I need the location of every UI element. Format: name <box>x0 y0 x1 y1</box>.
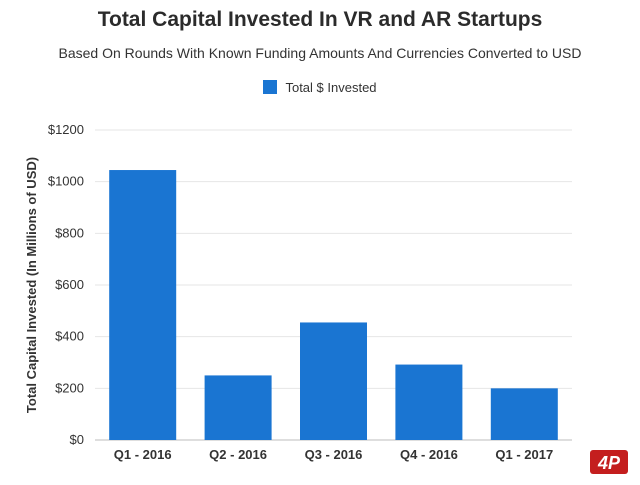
bar <box>395 364 463 440</box>
y-axis-ticks: $0 $200 $400 $600 $800 $1000 $1200 <box>48 122 84 447</box>
chart-title: Total Capital Invested In VR and AR Star… <box>97 8 543 31</box>
bars <box>109 170 558 440</box>
chart-legend: Total $ Invested <box>0 80 640 95</box>
chart-subtitle: Based On Rounds With Known Funding Amoun… <box>58 45 582 61</box>
x-tick-label: Q3 - 2016 <box>305 447 363 462</box>
y-tick-label: $600 <box>55 277 84 292</box>
y-tick-label: $1200 <box>48 122 84 137</box>
x-axis-ticks: Q1 - 2016 Q2 - 2016 Q3 - 2016 Q4 - 2016 Q1 -… <box>114 447 553 462</box>
x-tick-label: Q2 - 2016 <box>209 447 267 462</box>
y-axis-label: Total Capital Invested (In Millions of U… <box>24 157 39 413</box>
bar <box>204 375 272 440</box>
x-tick-label: Q4 - 2016 <box>400 447 458 462</box>
x-tick-label: Q1 - 2017 <box>495 447 553 462</box>
y-tick-label: $1000 <box>48 174 84 189</box>
watermark-text: 4P <box>597 453 621 473</box>
y-tick-label: $800 <box>55 225 84 240</box>
y-tick-label: $400 <box>55 329 84 344</box>
bar <box>109 170 177 440</box>
y-tick-label: $200 <box>55 380 84 395</box>
bar <box>300 322 367 440</box>
legend-label: Total $ Invested <box>285 80 377 95</box>
watermark-logo: 4P <box>590 450 628 474</box>
y-tick-label: $0 <box>70 432 84 447</box>
x-tick-label: Q1 - 2016 <box>114 447 172 462</box>
legend-swatch <box>263 80 278 94</box>
bar <box>490 388 558 440</box>
